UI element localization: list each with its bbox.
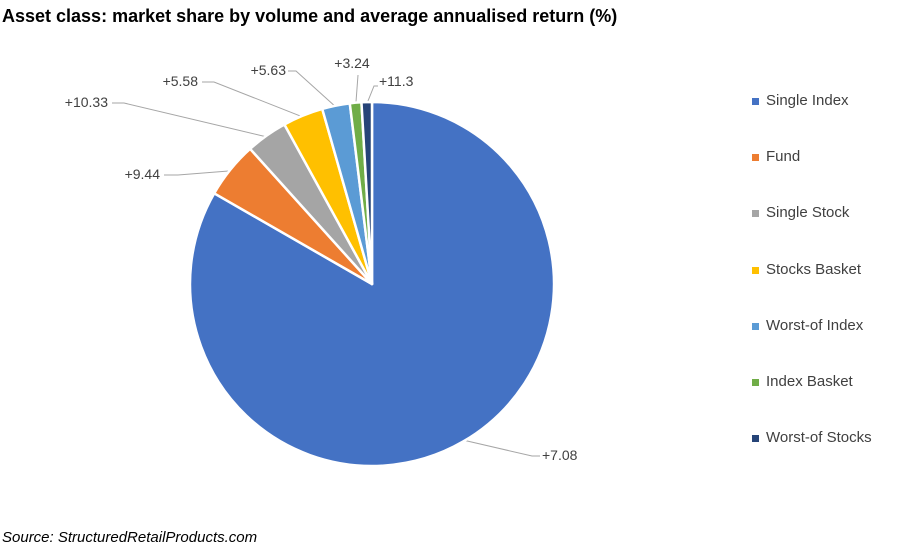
- legend-label: Worst-of Stocks: [766, 429, 872, 447]
- legend-label: Single Index: [766, 92, 849, 109]
- legend-item: Worst-of Stocks: [752, 429, 902, 485]
- leader-line: [202, 81, 304, 118]
- legend-label: Stocks Basket: [766, 260, 862, 278]
- pie-slices: [188, 100, 556, 468]
- legend-swatch: [752, 210, 759, 218]
- legend-label: Fund: [766, 148, 801, 166]
- leader-line: [462, 439, 540, 457]
- legend-swatch: [752, 322, 759, 330]
- legend-swatch: [752, 154, 759, 162]
- legend: Single Index Fund Single Stock Stocks Baske…: [752, 92, 902, 485]
- legend-item: Worst-of Index: [752, 317, 902, 373]
- data-labels: +7.08 +9.44 +10.33 +5.58 +5.63 +3.24 +11.3: [65, 55, 578, 463]
- source-note: Source: StructuredRetailProducts.com: [2, 529, 258, 546]
- leader-line: [112, 102, 268, 138]
- data-label: +10.33: [65, 94, 108, 110]
- legend-swatch: [752, 266, 759, 274]
- leader-lines: [112, 70, 540, 457]
- data-label: +9.44: [125, 166, 161, 182]
- data-label: +7.08: [542, 447, 578, 463]
- leader-line: [288, 70, 337, 108]
- data-label: +11.3: [379, 73, 414, 89]
- leader-line: [355, 74, 359, 105]
- legend-label: Single Stock: [766, 204, 850, 222]
- leader-line: [366, 85, 378, 105]
- legend-item: Single Stock: [752, 204, 902, 260]
- legend-item: Index Basket: [752, 373, 902, 429]
- data-label: +3.24: [334, 55, 370, 71]
- chart-title: Asset class: market share by volume and …: [2, 6, 618, 26]
- legend-item: Fund: [752, 148, 902, 204]
- pie-slice-worst-of-stocks: [360, 100, 374, 286]
- legend-swatch: [752, 98, 759, 105]
- legend-item: Single Index: [752, 92, 902, 148]
- legend-label: Worst-of Index: [766, 316, 864, 334]
- data-label: +5.63: [251, 62, 287, 78]
- legend-item: Stocks Basket: [752, 261, 902, 317]
- legend-swatch: [752, 378, 759, 386]
- data-label: +5.58: [163, 73, 199, 89]
- legend-swatch: [752, 435, 759, 443]
- leader-line: [164, 170, 232, 176]
- legend-label: Index Basket: [766, 372, 853, 390]
